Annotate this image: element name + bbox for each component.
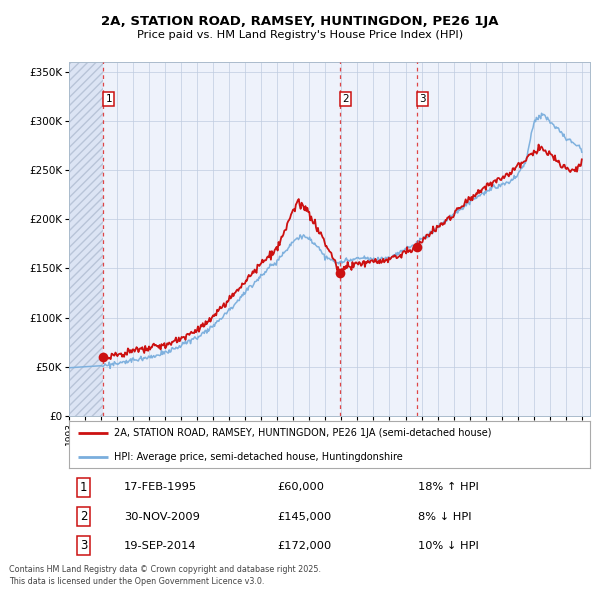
Text: Contains HM Land Registry data © Crown copyright and database right 2025.
This d: Contains HM Land Registry data © Crown c… [9, 565, 321, 586]
Text: 17-FEB-1995: 17-FEB-1995 [124, 482, 197, 492]
Text: 2A, STATION ROAD, RAMSEY, HUNTINGDON, PE26 1JA (semi-detached house): 2A, STATION ROAD, RAMSEY, HUNTINGDON, PE… [115, 428, 492, 438]
Text: 19-SEP-2014: 19-SEP-2014 [124, 541, 196, 551]
Text: 18% ↑ HPI: 18% ↑ HPI [418, 482, 479, 492]
Text: Price paid vs. HM Land Registry's House Price Index (HPI): Price paid vs. HM Land Registry's House … [137, 30, 463, 40]
Text: 2: 2 [343, 94, 349, 104]
Text: 2A, STATION ROAD, RAMSEY, HUNTINGDON, PE26 1JA: 2A, STATION ROAD, RAMSEY, HUNTINGDON, PE… [101, 15, 499, 28]
Text: 1: 1 [80, 481, 88, 494]
Text: 10% ↓ HPI: 10% ↓ HPI [418, 541, 479, 551]
Text: £172,000: £172,000 [277, 541, 332, 551]
Text: 3: 3 [80, 539, 87, 552]
Text: HPI: Average price, semi-detached house, Huntingdonshire: HPI: Average price, semi-detached house,… [115, 451, 403, 461]
Text: 30-NOV-2009: 30-NOV-2009 [124, 512, 200, 522]
Bar [69, 62, 103, 416]
Text: 2: 2 [80, 510, 88, 523]
Text: 1: 1 [106, 94, 112, 104]
Text: £60,000: £60,000 [277, 482, 325, 492]
Text: 8% ↓ HPI: 8% ↓ HPI [418, 512, 472, 522]
Text: £145,000: £145,000 [277, 512, 332, 522]
Text: 3: 3 [419, 94, 426, 104]
